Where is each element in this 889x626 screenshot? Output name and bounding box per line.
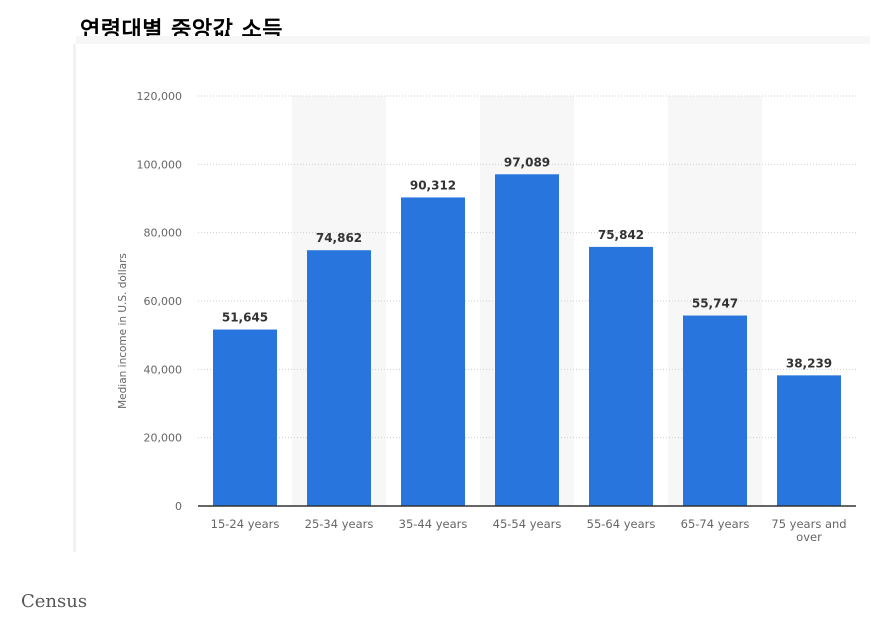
y-tick-label: 100,000 [137,158,183,171]
y-tick-label: 60,000 [144,295,183,308]
bar-5 [589,246,653,506]
y-tick-label: 80,000 [144,227,183,240]
y-tick-label: 120,000 [137,90,183,103]
y-tick-label: 20,000 [144,432,183,445]
x-tick-label: 15-24 years [211,517,280,531]
bar-7 [777,375,841,506]
y-tick-label: 0 [175,500,182,513]
value-label: 38,239 [786,356,832,370]
value-label: 55,747 [692,297,738,311]
x-tick-label: 75 years and [771,517,846,531]
bar-2 [307,250,371,506]
value-label: 90,312 [410,178,456,192]
bar-1 [213,329,277,506]
x-tick-label: 25-34 years [305,517,374,531]
bar-4 [495,174,559,507]
page-title: 연령대별 중앙값 소득 [80,18,283,43]
x-tick-label: 35-44 years [399,517,468,531]
y-tick-label: 40,000 [144,363,183,376]
x-tick-label: 55-64 years [587,517,656,531]
bar-3 [401,197,465,506]
x-tick-label: 45-54 years [493,517,562,531]
bar-chart: 0 20,000 40,000 60,000 80,000 100,000 120,000 M… [117,90,856,544]
value-label: 74,862 [316,231,362,245]
chart-container: 0 20,000 40,000 60,000 80,000 100,000 120,000 M… [76,44,870,552]
bar-6 [683,315,747,506]
value-label: 75,842 [598,228,644,242]
y-axis-title: Median income in U.S. dollars [117,253,129,409]
x-tick-label: over [796,530,822,544]
value-label: 51,645 [222,311,268,325]
x-tick-label: 65-74 years [681,517,750,531]
source-label: Census [21,591,88,612]
value-label: 97,089 [504,155,550,169]
